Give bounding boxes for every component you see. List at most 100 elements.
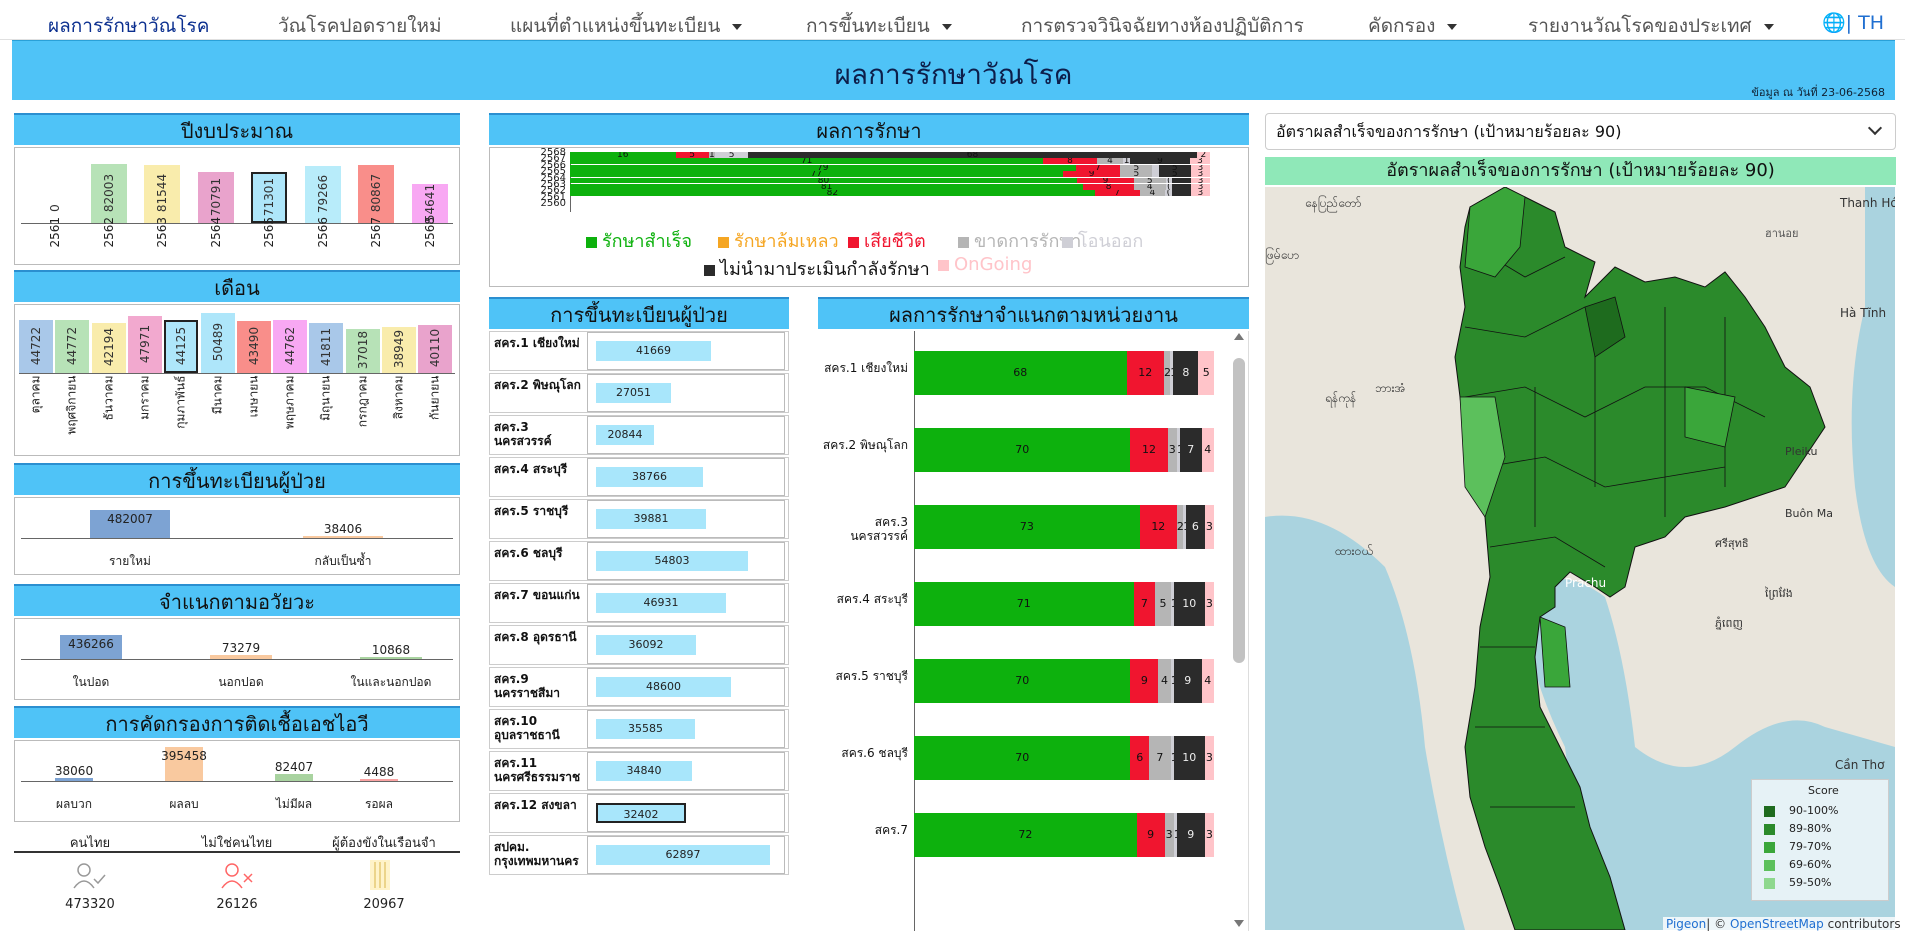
unit-seg[interactable]: 8: [1173, 351, 1199, 395]
outcome-seg[interactable]: 2: [1196, 152, 1210, 158]
unit-seg[interactable]: 1: [1173, 813, 1177, 857]
outcome-seg[interactable]: (: [1165, 190, 1172, 197]
month-bar-5[interactable]: [200, 313, 235, 373]
month-bar-6[interactable]: [236, 321, 271, 373]
province-isan[interactable]: [1684, 386, 1736, 448]
unit-seg[interactable]: 9: [1136, 813, 1165, 857]
unit-seg[interactable]: 3: [1167, 428, 1177, 472]
scroll-up-icon[interactable]: [1234, 333, 1244, 340]
province-west[interactable]: [1459, 396, 1506, 518]
outcome-seg[interactable]: 5: [1158, 171, 1191, 177]
region-row[interactable]: สคร.3 นครสวรรค์ 20844: [489, 415, 789, 455]
month-bar-1[interactable]: [55, 320, 90, 373]
unit-seg[interactable]: 3: [1164, 813, 1174, 857]
region-row[interactable]: สคร.8 อุดรธานี 36092: [489, 625, 789, 665]
unit-seg[interactable]: 2: [1176, 505, 1184, 549]
unit-seg[interactable]: 68: [914, 351, 1127, 395]
unit-seg[interactable]: 7: [1133, 582, 1156, 626]
fiscal-bar-5[interactable]: [304, 166, 341, 223]
outcome-seg[interactable]: 4: [1096, 158, 1124, 165]
outcome-seg[interactable]: 79: [570, 164, 1076, 171]
month-bar-11[interactable]: [418, 325, 453, 373]
outcome-seg[interactable]: 16: [570, 152, 676, 158]
fiscal-bar-7[interactable]: [411, 184, 448, 223]
unit-seg[interactable]: 12: [1130, 428, 1168, 472]
outcome-seg[interactable]: 3: [1190, 190, 1210, 197]
small-bar-1[interactable]: [303, 536, 383, 538]
region-row[interactable]: สปคม. กรุงเทพมหานคร 62897: [489, 835, 789, 875]
pigeon-link[interactable]: Pigeon: [1666, 917, 1707, 931]
outcome-seg[interactable]: 5: [1120, 164, 1153, 171]
scrollbar-thumb[interactable]: [1233, 358, 1245, 663]
unit-seg[interactable]: 7: [1179, 428, 1202, 472]
unit-seg[interactable]: 1: [1176, 428, 1180, 472]
small-bar-1[interactable]: [210, 655, 272, 659]
unit-bar[interactable]: 68122185: [914, 351, 1214, 395]
nav-new-pulmonary-tb[interactable]: วัณโรคปอดรายใหม่: [278, 15, 442, 37]
region-row[interactable]: สคร.1 เชียงใหม่ 41669: [489, 331, 789, 371]
fiscal-bar-6[interactable]: [358, 165, 394, 223]
unit-seg[interactable]: 72: [914, 813, 1137, 857]
region-bar[interactable]: 62897: [596, 845, 770, 865]
unit-seg[interactable]: 3: [1204, 813, 1214, 857]
thailand-shape[interactable]: [1454, 187, 1826, 930]
outcome-seg[interactable]: 1: [1123, 158, 1130, 165]
unit-seg[interactable]: 9: [1130, 659, 1159, 703]
unit-seg[interactable]: 3: [1204, 736, 1214, 780]
unit-seg[interactable]: 1: [1170, 582, 1174, 626]
unit-bar[interactable]: 7293193: [914, 813, 1214, 857]
region-bar[interactable]: 54803: [596, 551, 748, 571]
month-bar-10[interactable]: [382, 327, 416, 373]
unit-seg[interactable]: 3: [1204, 582, 1214, 626]
unit-seg[interactable]: 70: [914, 659, 1131, 703]
outcome-seg[interactable]: 8: [1083, 184, 1134, 190]
small-bar-2[interactable]: [360, 657, 422, 659]
outcome-seg[interactable]: (: [1165, 184, 1172, 190]
outcome-seg[interactable]: 77: [570, 171, 1063, 177]
outcome-seg[interactable]: 82: [570, 190, 1095, 197]
region-row[interactable]: สคร.9 นครราชสีมา 48600: [489, 667, 789, 707]
outcome-seg[interactable]: 3: [1190, 184, 1210, 190]
nav-lab-diagnosis[interactable]: การตรวจวินิจฉัยทางห้องปฏิบัติการ: [1021, 15, 1304, 37]
outcome-seg[interactable]: 9: [1130, 158, 1190, 165]
unit-seg[interactable]: 73: [914, 505, 1140, 549]
fiscal-bar-1[interactable]: [90, 164, 127, 223]
unit-seg[interactable]: 2: [1164, 351, 1171, 395]
region-bar[interactable]: 27051: [596, 383, 671, 403]
small-bar-1[interactable]: [165, 747, 203, 781]
small-bar-0[interactable]: [90, 510, 170, 538]
region-row[interactable]: สคร.5 ราชบุรี 39881: [489, 499, 789, 539]
unit-seg[interactable]: 3: [1204, 505, 1214, 549]
outcome-seg[interactable]: 5: [715, 152, 749, 158]
unit-seg[interactable]: 10: [1173, 736, 1205, 780]
unit-seg[interactable]: 70: [914, 736, 1131, 780]
outcome-seg[interactable]: 7: [1075, 164, 1121, 171]
unit-seg[interactable]: 12: [1139, 505, 1177, 549]
outcome-seg[interactable]: [1171, 184, 1191, 190]
outcome-seg[interactable]: 4: [1139, 190, 1166, 197]
region-row[interactable]: สคร.11 นครศรีธรรมราช 34840: [489, 751, 789, 791]
scroll-down-icon[interactable]: [1234, 920, 1244, 927]
nav-registration-map[interactable]: แผนที่ตำแหน่งขึ้นทะเบียน: [510, 11, 743, 41]
outcome-seg[interactable]: 1: [708, 152, 716, 158]
province-northeast[interactable]: [1584, 296, 1626, 358]
unit-seg[interactable]: 1: [1170, 351, 1174, 395]
unit-bar[interactable]: 70123174: [914, 428, 1214, 472]
outcome-seg[interactable]: 5: [675, 152, 709, 158]
osm-link[interactable]: OpenStreetMap: [1729, 917, 1824, 931]
nav-country-report[interactable]: รายงานวัณโรคของประเทศ: [1528, 11, 1774, 41]
month-bar-9[interactable]: [345, 329, 380, 373]
outcome-seg[interactable]: 3: [1190, 171, 1210, 177]
fiscal-bar-4[interactable]: [251, 172, 287, 223]
outcome-seg[interactable]: 5: [1133, 177, 1166, 184]
unit-seg[interactable]: 9: [1173, 659, 1202, 703]
month-bar-8[interactable]: [309, 323, 344, 373]
unit-seg[interactable]: 9: [1176, 813, 1205, 857]
outcome-seg[interactable]: 80: [570, 177, 1077, 184]
unit-seg[interactable]: 4: [1201, 428, 1214, 472]
region-bar[interactable]: 38766: [596, 467, 703, 487]
unit-seg[interactable]: 7: [1149, 736, 1171, 780]
small-bar-0[interactable]: [60, 635, 122, 659]
outcome-seg[interactable]: 8: [1043, 158, 1097, 165]
unit-seg[interactable]: 5: [1198, 351, 1214, 395]
